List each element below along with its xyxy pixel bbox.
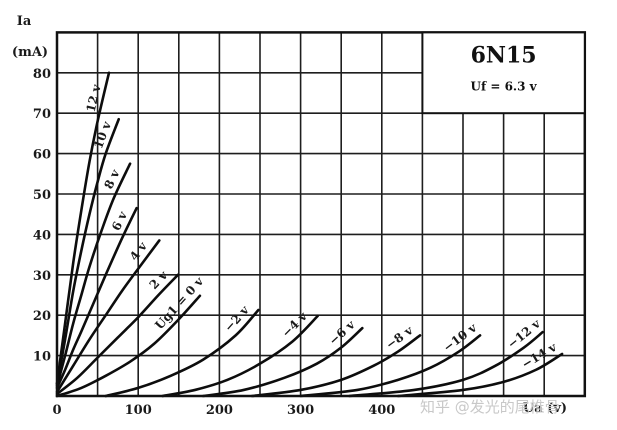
plate-curve [55,206,138,390]
curve-label: −4 v [279,309,310,341]
plate-curve [396,352,564,398]
x-axis-label: Ua (v) [523,401,567,416]
x-tick-label: 0 [52,403,61,418]
y-tick-label: 20 [33,309,51,324]
chart-subtitle: Uf = 6.3 v [471,79,538,93]
plate-curve [250,334,422,398]
y-tick-label: 70 [33,107,51,122]
title-box [421,31,586,115]
curve-label: 2 v [147,268,171,292]
plate-curve [299,334,482,398]
y-axis-label-symbol: Ia [17,14,32,29]
y-tick-label: 80 [33,67,51,82]
plate-curve [55,71,111,386]
watermark: 知乎 @发光的尾椎骨 [420,398,560,416]
curve-label: −8 v [383,323,416,352]
plate-curve [55,239,161,394]
x-tick-label: 100 [125,403,152,418]
curve-label: −6 v [326,317,358,348]
y-tick-label: 10 [33,350,51,365]
plate-curve [55,162,132,388]
y-tick-label: 50 [33,188,51,203]
plot-frame [55,31,587,398]
plate-curve [348,330,544,398]
y-tick-label: 60 [33,148,51,163]
x-tick-label: 400 [368,403,395,418]
curve-label: 12 v [84,82,104,113]
curve-label: 10 v [91,119,114,151]
curve-label: 4 v [127,239,150,264]
y-tick-label: 40 [33,228,51,243]
y-axis-ticks: 10 20 30 40 50 60 70 80 [33,67,51,365]
plate-curve [55,294,202,398]
x-axis-ticks: 0 100 200 300 400 [52,403,395,418]
plate-curve [161,314,319,398]
y-axis-label-unit: (mA) [12,45,48,60]
plate-curve [201,326,364,398]
plate-curve [55,273,180,396]
y-tick-label: 30 [33,269,51,284]
plate-curve [55,117,121,386]
chart-title: 6N15 [471,42,537,68]
x-tick-label: 300 [287,403,314,418]
curve-label: −2 v [222,302,253,334]
plate-curves [55,71,564,398]
x-tick-label: 200 [206,403,233,418]
plate-curve [104,308,260,398]
